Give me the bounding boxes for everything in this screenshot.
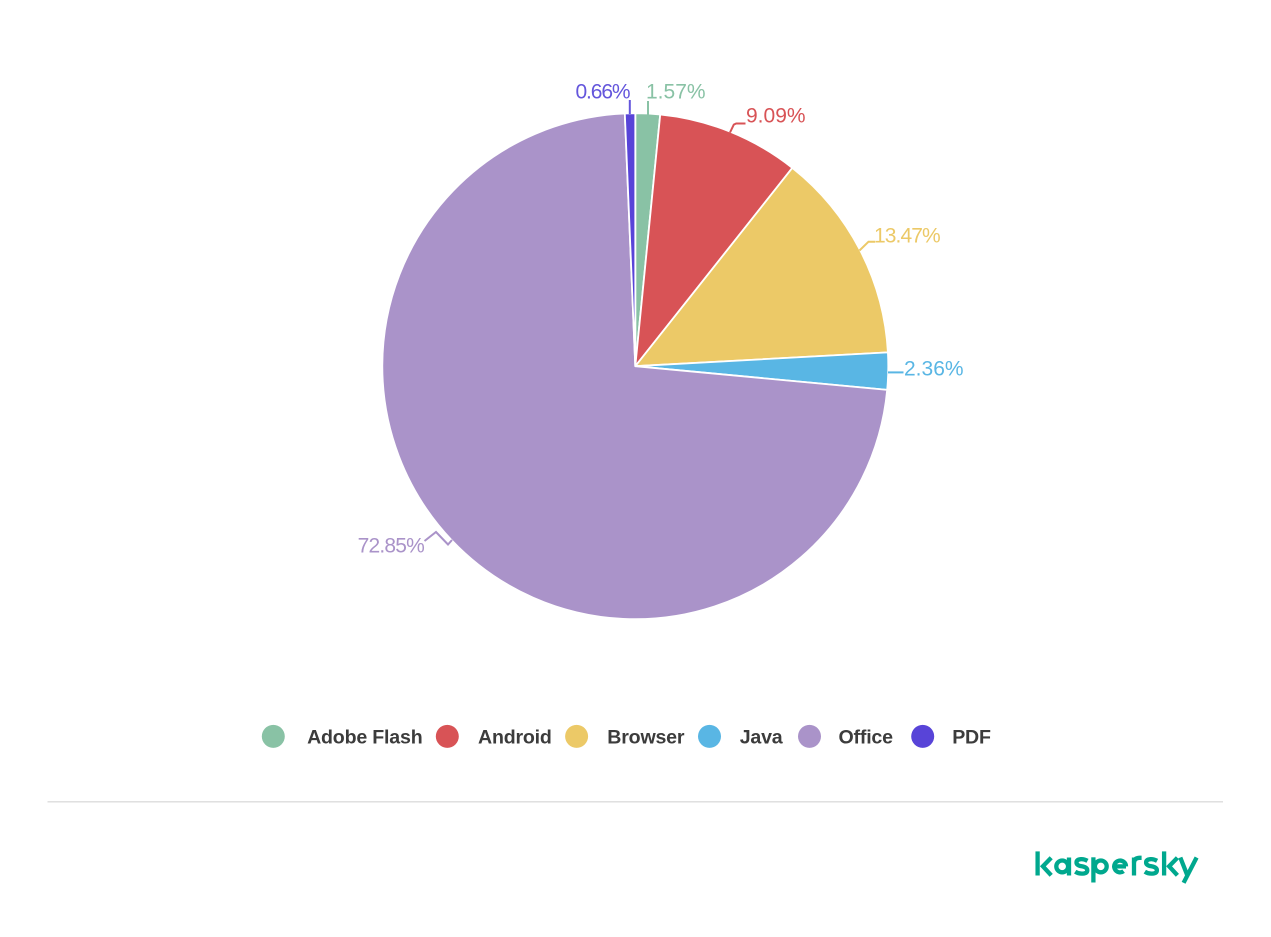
svg-text:Adobe Flash: Adobe Flash (307, 727, 422, 749)
svg-text:2.36%: 2.36% (904, 358, 964, 381)
svg-text:Java: Java (740, 727, 784, 749)
svg-text:1.57%: 1.57% (646, 81, 706, 104)
svg-text:9.09%: 9.09% (746, 105, 806, 128)
svg-text:Android: Android (478, 727, 552, 749)
svg-text:0.66%: 0.66% (575, 81, 629, 104)
svg-text:72.85%: 72.85% (358, 535, 425, 558)
svg-text:Browser: Browser (607, 727, 685, 749)
svg-text:PDF: PDF (952, 727, 991, 749)
svg-text:Office: Office (839, 727, 894, 749)
svg-text:13.47%: 13.47% (874, 225, 940, 248)
